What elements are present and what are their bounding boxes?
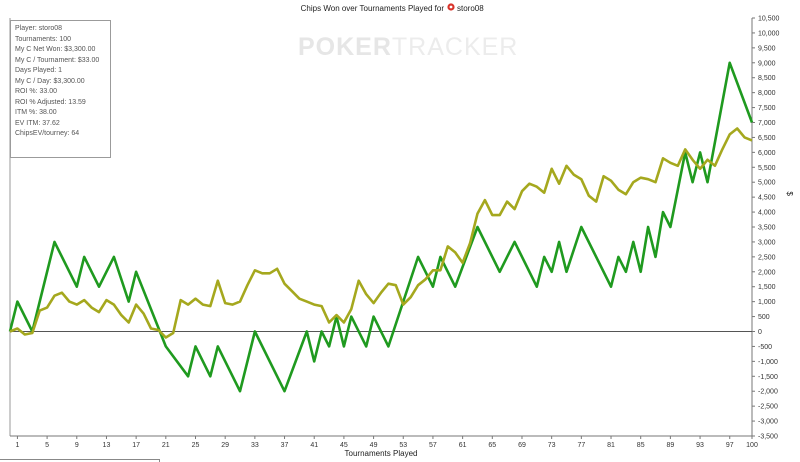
stats-line: ITM %: 38.00: [15, 109, 57, 116]
x-tick-label: 97: [726, 442, 734, 449]
stats-line: Days Played: 1: [15, 67, 63, 74]
y-tick-label: 5,500: [758, 165, 776, 172]
y-tick-label: -3,000: [758, 419, 778, 426]
watermark-poker-text: POKER: [298, 33, 392, 61]
x-tick-label: 29: [221, 442, 229, 449]
x-tick-label: 37: [281, 442, 289, 449]
x-tick-label: 81: [607, 442, 615, 449]
x-tick-label: 49: [370, 442, 378, 449]
bottom-scroll-strip[interactable]: [0, 459, 160, 462]
y-tick-label: 4,000: [758, 210, 776, 217]
y-tick-label: -1,500: [758, 374, 778, 381]
series-line-2: [9, 127, 753, 339]
stats-panel: Player: storo08 Tournaments: 100 My C Net …: [10, 20, 111, 158]
x-tick-label: 93: [696, 442, 704, 449]
stats-line: ROI % Adjusted: 13.59: [15, 98, 86, 106]
x-tick-label: 89: [666, 442, 674, 449]
x-tick-label: 73: [548, 442, 556, 449]
x-tick-label: 41: [310, 442, 318, 449]
stats-line: EV ITM: 37.62: [15, 119, 60, 127]
x-tick-label: 21: [162, 442, 170, 449]
y-tick-label: 8,500: [758, 75, 776, 82]
x-tick-label: 61: [459, 442, 467, 449]
y-tick-label: 8,000: [758, 90, 776, 97]
stats-line: My C / Day: $3,300.00: [15, 77, 85, 85]
y-tick-label: 6,000: [758, 150, 776, 157]
stats-line: Player: storo08: [15, 25, 63, 32]
chart-title-player: storo08: [457, 4, 484, 13]
x-tick-label: 77: [577, 442, 585, 449]
y-tick-label: 5,000: [758, 180, 776, 187]
stats-line: ChipsEV/tourney: 64: [15, 130, 80, 137]
stats-line: Tournaments: 100: [15, 35, 72, 43]
y-tick-label: 7,000: [758, 120, 776, 127]
y-tick-label: 6,500: [758, 135, 776, 142]
x-tick-label: 85: [637, 442, 645, 449]
poker-chip-icon: [447, 3, 455, 11]
x-tick-label: 45: [340, 442, 348, 449]
x-tick-label: 65: [488, 442, 496, 449]
y-tick-label: 9,000: [758, 60, 776, 67]
x-tick-label: 100: [746, 442, 758, 449]
y-tick-label: 2,500: [758, 254, 776, 261]
y-tick-label: 2,000: [758, 269, 776, 276]
x-tick-label: 33: [251, 442, 259, 449]
poker-tracker-watermark: POKERTRACKER: [298, 33, 518, 62]
watermark-tracker-text: TRACKER: [391, 33, 519, 61]
y-tick-label: 1,000: [758, 299, 776, 306]
y-tick-label: 1,500: [758, 284, 776, 291]
y-tick-label: 0: [758, 329, 762, 336]
x-tick-label: 1: [15, 442, 19, 449]
stats-line: My C Net Won: $3,300.00: [15, 46, 96, 53]
y-tick-label: -3,500: [758, 434, 778, 441]
stats-line: ROI %: 33.00: [15, 88, 58, 95]
stats-line: My C / Tournament: $33.00: [15, 56, 100, 64]
y-tick-label: 10,500: [758, 16, 780, 23]
y-tick-label: 10,000: [758, 30, 780, 37]
x-axis-title: Tournaments Played: [345, 449, 418, 458]
x-tick-label: 9: [75, 442, 79, 449]
y-tick-label: 500: [758, 314, 770, 321]
x-tick-label: 5: [45, 442, 49, 449]
y-tick-label: -500: [758, 344, 772, 351]
y-tick-label: 3,000: [758, 239, 776, 246]
x-tick-label: 17: [132, 442, 140, 449]
x-tick-label: 53: [399, 442, 407, 449]
y-axis-title: $: [785, 191, 794, 196]
y-tick-label: 3,500: [758, 225, 776, 232]
x-tick-label: 13: [103, 442, 111, 449]
series-line-1: [8, 61, 754, 393]
y-tick-label: -2,500: [758, 404, 778, 411]
y-tick-label: 7,500: [758, 105, 776, 112]
x-tick-label: 69: [518, 442, 526, 449]
y-tick-label: 9,500: [758, 45, 776, 52]
chart-title: Chips Won over Tournaments Played for: [301, 4, 445, 13]
x-tick-label: 25: [192, 442, 200, 449]
x-tick-label: 57: [429, 442, 437, 449]
y-tick-label: 4,500: [758, 195, 776, 202]
poker-chip-inner: [449, 5, 453, 9]
y-tick-label: -1,000: [758, 359, 778, 366]
y-tick-label: -2,000: [758, 389, 778, 396]
